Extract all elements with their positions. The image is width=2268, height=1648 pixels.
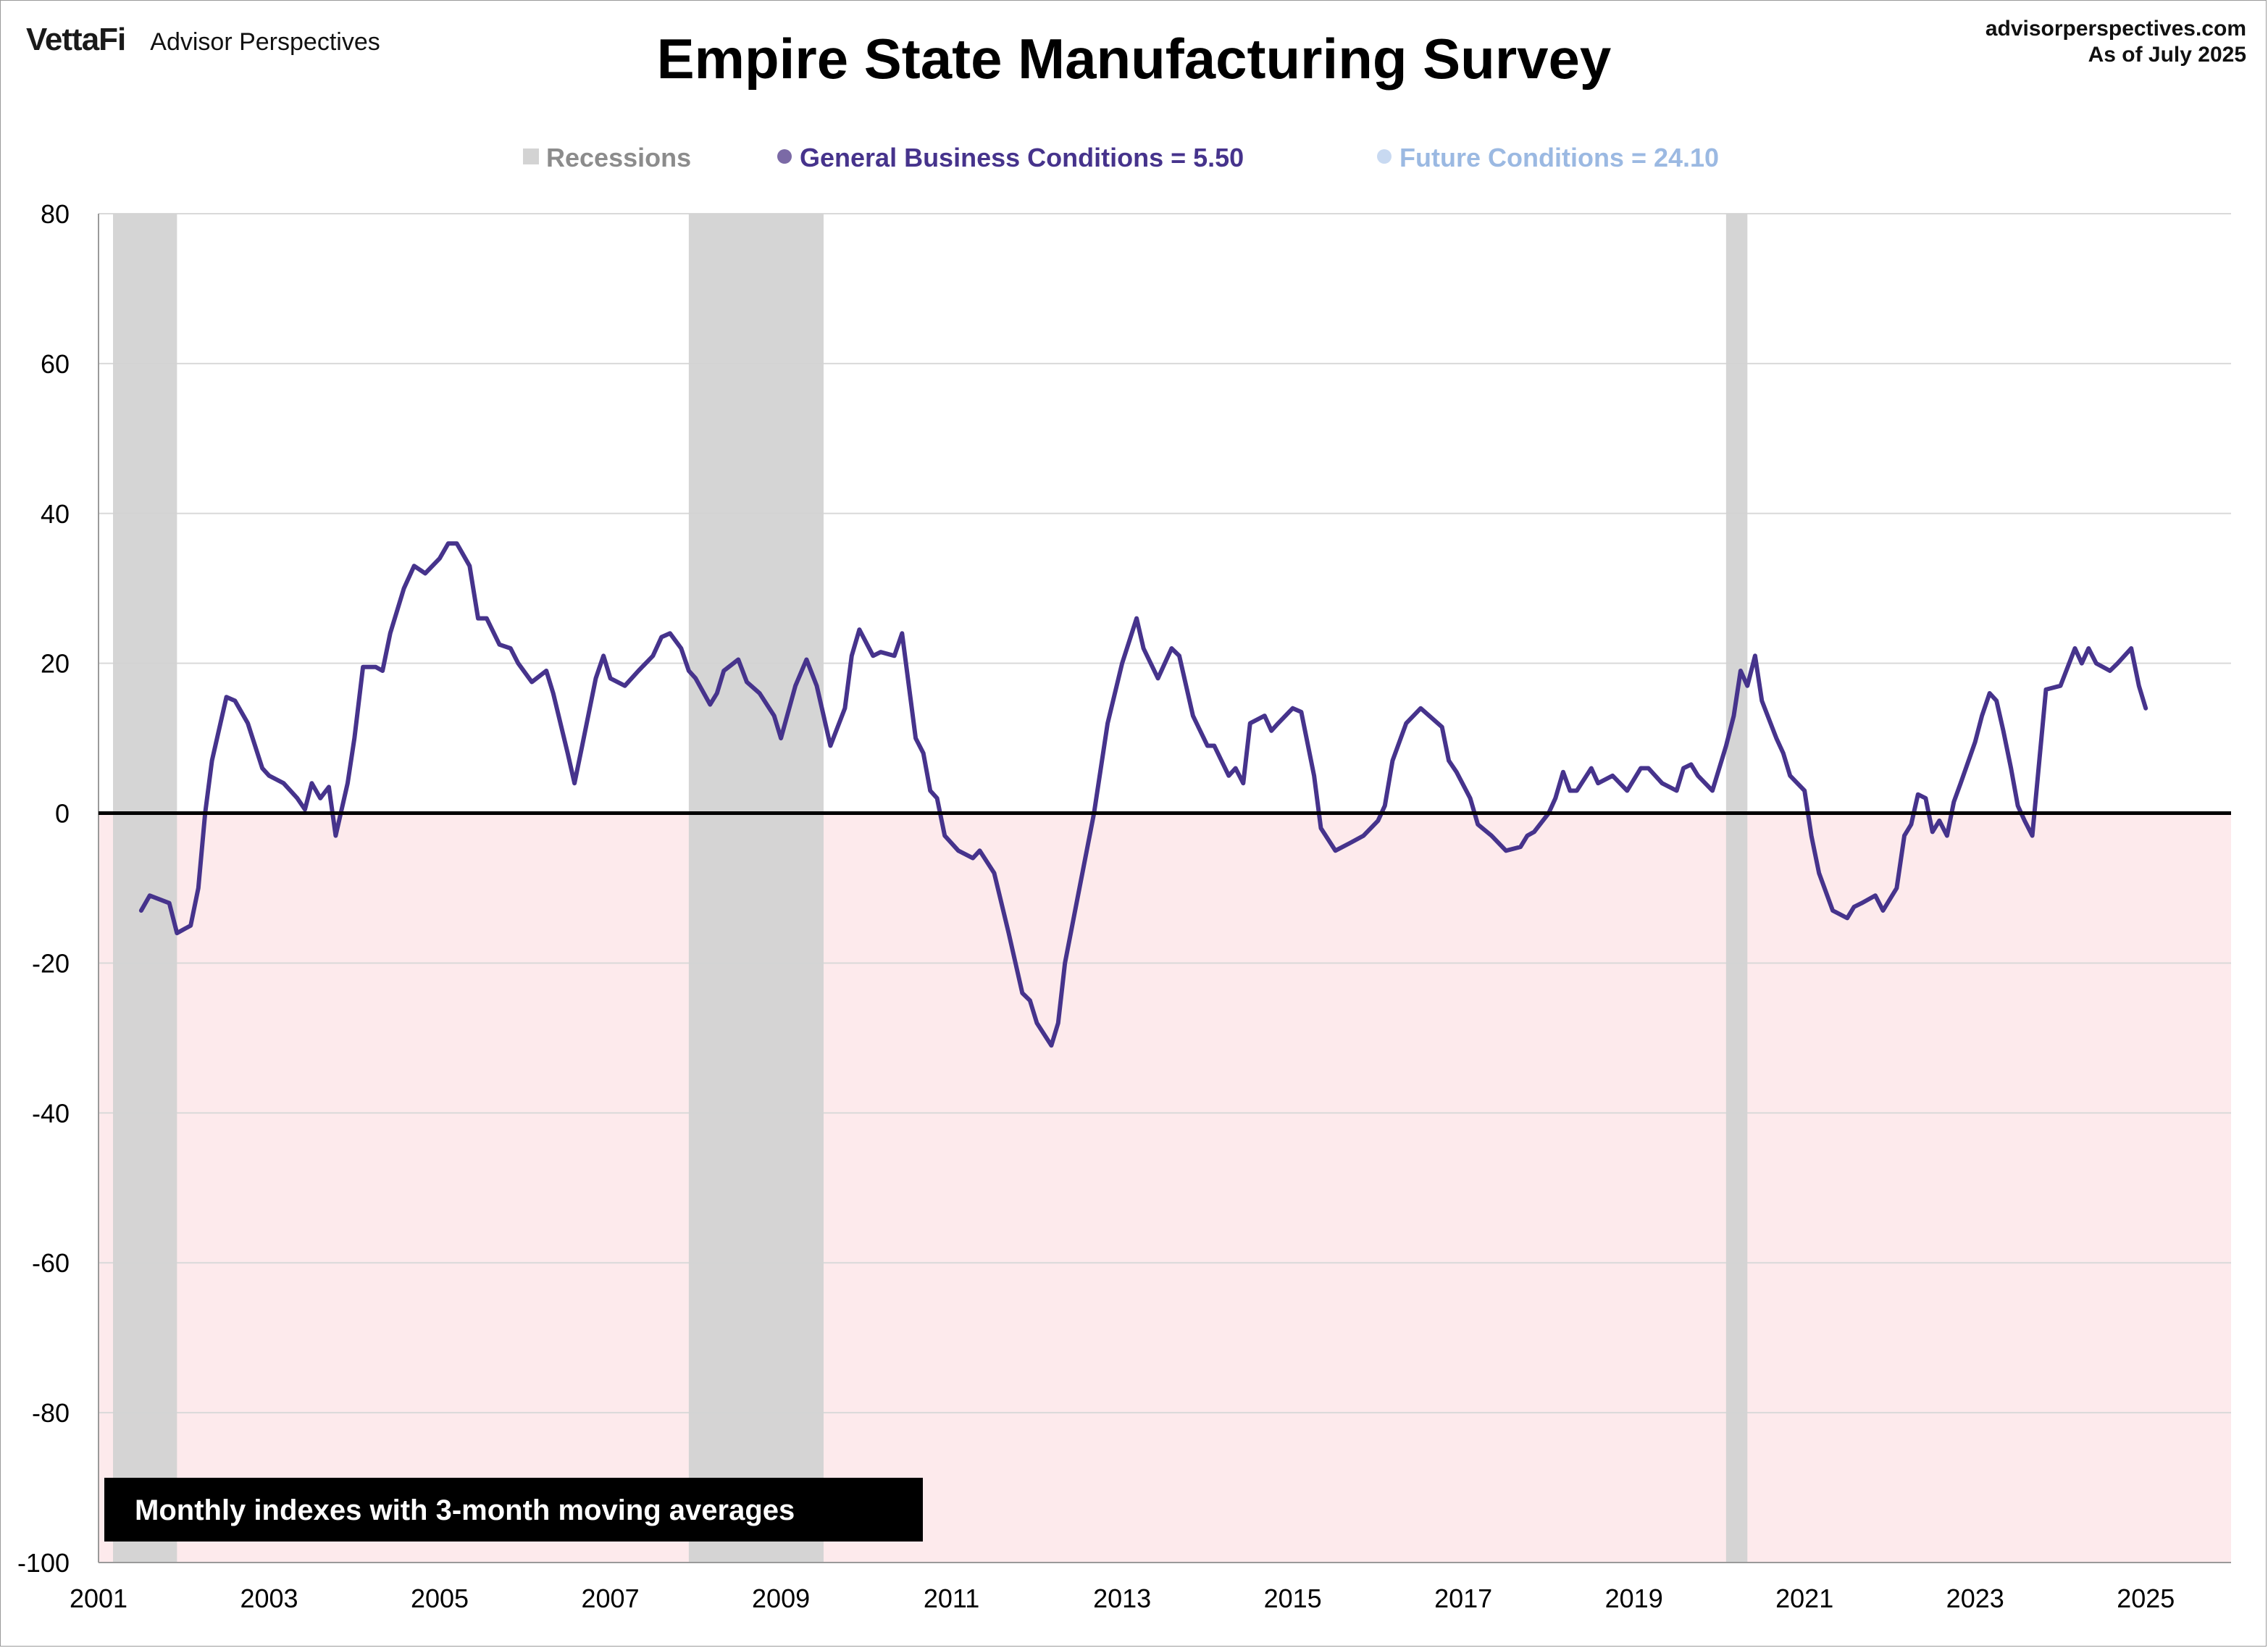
- note-background: [104, 1478, 923, 1542]
- note-text: Monthly indexes with 3-month moving aver…: [135, 1494, 795, 1526]
- x-tick-label: 2003: [240, 1584, 298, 1613]
- recession-band: [688, 214, 824, 1563]
- x-tick-label: 2005: [411, 1584, 469, 1613]
- y-tick-label: -60: [32, 1248, 70, 1278]
- x-tick-label: 2015: [1264, 1584, 1322, 1613]
- y-tick-label: -40: [32, 1098, 70, 1128]
- y-tick-label: 40: [41, 499, 70, 529]
- site-info: advisorperspectives.com As of July 2025: [1985, 16, 2246, 68]
- y-tick-label: 0: [55, 799, 70, 829]
- x-tick-label: 2009: [752, 1584, 810, 1613]
- legend-swatch-future: [1377, 149, 1392, 164]
- vettafi-logo: VettaFi: [26, 22, 126, 57]
- recession-band: [113, 214, 177, 1563]
- y-tick-label: -100: [17, 1548, 70, 1578]
- x-tick-label: 2013: [1093, 1584, 1151, 1613]
- x-tick-label: 2021: [1775, 1584, 1833, 1613]
- x-tick-label: 2001: [70, 1584, 127, 1613]
- x-tick-label: 2025: [2117, 1584, 2175, 1613]
- line-layer: [138, 541, 2148, 1048]
- x-tick-label: 2011: [924, 1584, 979, 1613]
- site-url: advisorperspectives.com: [1985, 17, 2246, 41]
- y-tick-label: 80: [41, 199, 70, 229]
- chart-title: Empire State Manufacturing Survey: [656, 27, 1612, 91]
- general-line: [138, 541, 2148, 1048]
- y-tick-label: 20: [41, 649, 70, 679]
- legend-swatch-recessions: [523, 149, 539, 164]
- x-tick-label: 2017: [1434, 1584, 1492, 1613]
- legend-label-future: Future Conditions = 24.10: [1399, 143, 1719, 172]
- brand-subtitle: Advisor Perspectives: [150, 28, 380, 56]
- x-tick-label: 2023: [1946, 1584, 2004, 1613]
- legend-label-general: General Business Conditions = 5.50: [800, 143, 1244, 172]
- as-of-date: As of July 2025: [2088, 43, 2246, 67]
- legend: Recessions General Business Conditions = …: [523, 143, 1719, 172]
- note-box: Monthly indexes with 3-month moving aver…: [104, 1478, 923, 1542]
- y-tick-label: -20: [32, 948, 70, 978]
- background-layer: [99, 813, 2231, 1563]
- legend-label-recessions: Recessions: [546, 143, 691, 172]
- x-tick-label: 2007: [582, 1584, 640, 1613]
- y-tick-label: -80: [32, 1398, 70, 1428]
- x-tick-label: 2019: [1605, 1584, 1663, 1613]
- brand: VettaFi Advisor Perspectives: [26, 22, 380, 58]
- y-tick-label: 60: [41, 349, 70, 379]
- negative-zone: [99, 813, 2231, 1563]
- recession-layer: [113, 214, 1748, 1563]
- recession-band: [1725, 214, 1748, 1563]
- legend-swatch-general: [777, 149, 792, 164]
